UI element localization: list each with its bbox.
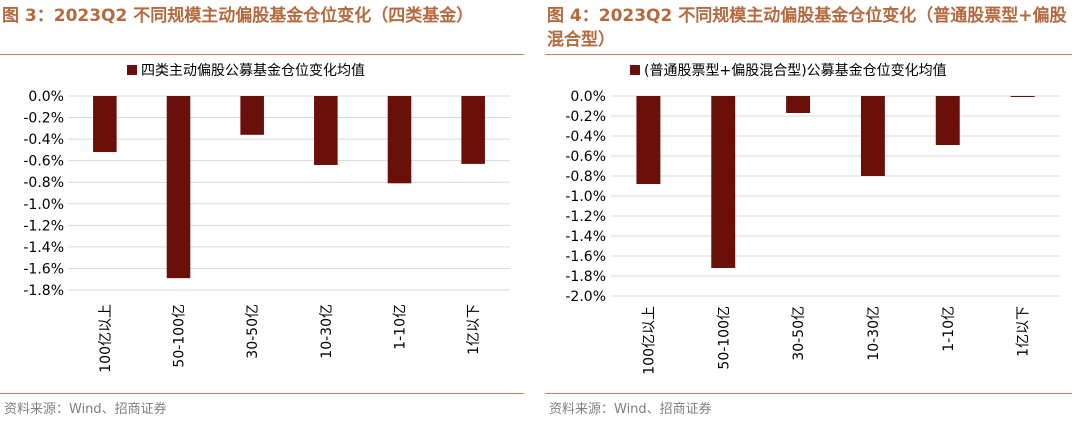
bar bbox=[711, 96, 736, 268]
y-tick-label: -0.2% bbox=[565, 109, 606, 125]
bar bbox=[387, 96, 412, 184]
legend-swatch bbox=[630, 65, 640, 75]
y-tick-label: -1.8% bbox=[23, 283, 64, 299]
y-tick-label: -1.6% bbox=[565, 249, 606, 265]
x-tick-label: 30-50亿 bbox=[791, 306, 807, 361]
y-tick-label: -0.8% bbox=[565, 169, 606, 185]
figure-4-title-rule bbox=[545, 54, 1072, 55]
figure-4-title: 图 4：2023Q2 不同规模主动偏股基金仓位变化（普通股票型+偏股混合型） bbox=[547, 6, 1067, 50]
bar bbox=[636, 96, 661, 184]
x-tick-label: 1-10亿 bbox=[941, 306, 957, 352]
y-tick-label: -1.4% bbox=[565, 229, 606, 245]
y-tick-label: -1.8% bbox=[565, 269, 606, 285]
x-tick-label: 1亿以下 bbox=[466, 304, 482, 355]
y-tick-label: -1.0% bbox=[23, 197, 64, 213]
y-tick-label: -0.6% bbox=[23, 154, 64, 170]
bar bbox=[461, 96, 485, 164]
figure-3-bottom-rule bbox=[0, 393, 524, 394]
y-tick-label: 0.0% bbox=[28, 89, 64, 105]
y-tick-label: -0.4% bbox=[23, 132, 64, 148]
y-tick-label: -2.0% bbox=[565, 289, 606, 305]
x-tick-label: 100亿以上 bbox=[641, 306, 657, 375]
figure-3-title: 图 3：2023Q2 不同规模主动偏股基金仓位变化（四类基金） bbox=[2, 6, 474, 26]
figure-4-chart: 0.0% -0.2% -0.4% -0.6% -0.8% -1.0% -1.2% -1.4% -… bbox=[565, 62, 1060, 375]
y-tick-label: -1.6% bbox=[23, 261, 64, 277]
bar bbox=[860, 96, 885, 176]
bar bbox=[935, 96, 960, 145]
x-tick-label: 100亿以上 bbox=[98, 304, 114, 373]
figure-3-title-rule bbox=[0, 54, 524, 55]
y-tick-label: -1.4% bbox=[23, 240, 64, 256]
bar bbox=[240, 96, 264, 135]
x-tick-label: 10-30亿 bbox=[866, 306, 882, 361]
figure-3-panel: 图 3：2023Q2 不同规模主动偏股基金仓位变化（四类基金） 0.0% -0.2… bbox=[0, 0, 532, 425]
figure-4-bottom-rule bbox=[545, 393, 1072, 394]
y-tick-label: -0.2% bbox=[23, 111, 64, 127]
y-tick-label: -1.2% bbox=[565, 209, 606, 225]
bar bbox=[93, 96, 117, 153]
y-tick-label: -0.4% bbox=[565, 129, 606, 145]
legend-label: (普通股票型+偏股混合型)公募基金仓位变化均值 bbox=[644, 62, 947, 79]
legend-label: 四类主动偏股公募基金仓位变化均值 bbox=[141, 62, 365, 79]
bar bbox=[166, 96, 191, 279]
figure-3-source: 资料来源：Wind、招商证券 bbox=[4, 402, 167, 417]
bar bbox=[314, 96, 338, 165]
x-tick-label: 30-50亿 bbox=[245, 304, 261, 359]
figure-4-panel: 图 4：2023Q2 不同规模主动偏股基金仓位变化（普通股票型+偏股混合型） 0… bbox=[545, 0, 1080, 425]
x-tick-label: 1-10亿 bbox=[393, 304, 409, 350]
y-tick-label: -1.2% bbox=[23, 218, 64, 234]
y-tick-label: 0.0% bbox=[570, 89, 606, 105]
x-tick-label: 1亿以下 bbox=[1016, 306, 1032, 357]
x-tick-label: 50-100亿 bbox=[716, 306, 732, 370]
bar bbox=[786, 96, 811, 113]
y-tick-label: -1.0% bbox=[565, 189, 606, 205]
figure-3-chart: 0.0% -0.2% -0.4% -0.6% -0.8% -1.0% -1.2% -1.4% -… bbox=[23, 62, 510, 373]
y-tick-label: -0.6% bbox=[565, 149, 606, 165]
x-tick-label: 10-30亿 bbox=[319, 304, 335, 359]
x-tick-label: 50-100亿 bbox=[172, 304, 188, 368]
y-tick-label: -0.8% bbox=[23, 175, 64, 191]
bar bbox=[1010, 96, 1035, 97]
legend-swatch bbox=[127, 65, 137, 75]
figure-4-source: 资料来源：Wind、招商证券 bbox=[549, 402, 712, 417]
